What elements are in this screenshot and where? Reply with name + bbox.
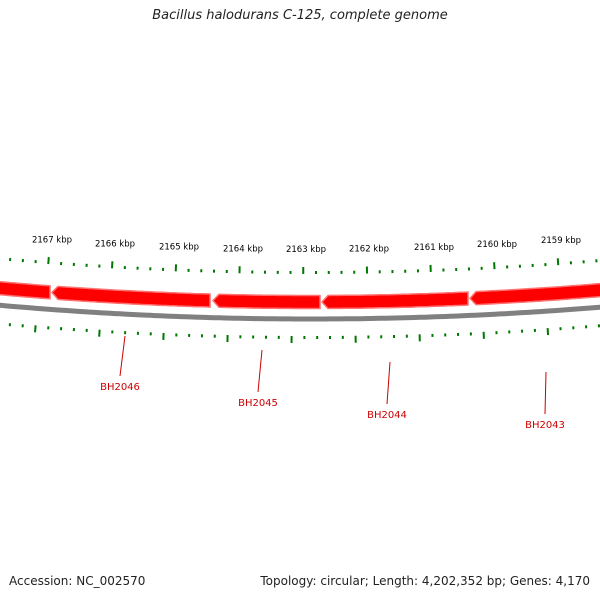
scale-label: 2160 kbp	[477, 240, 517, 250]
scale-label: 2166 kbp	[95, 239, 135, 249]
scale-label: 2161 kbp	[414, 243, 454, 253]
gene-leader-line	[257, 349, 263, 393]
scale-label: 2164 kbp	[223, 244, 263, 254]
gene-leader-line	[386, 361, 391, 405]
gene-arrow[interactable]	[468, 282, 600, 306]
scale-label: 2159 kbp	[541, 236, 581, 246]
gene-label[interactable]: BH2045	[238, 398, 278, 409]
genome-summary-text: Topology: circular; Length: 4,202,352 bp…	[260, 574, 590, 588]
major-tick	[34, 325, 37, 333]
gene-track	[0, 280, 600, 310]
gene-label-row: BH2046 BH2045 BH2044 BH2043	[100, 335, 565, 431]
gene-label[interactable]: BH2044	[367, 410, 407, 421]
gene-leader-line	[119, 335, 126, 377]
accession-text: Accession: NC_002570	[9, 574, 146, 588]
scale-label: 2163 kbp	[286, 245, 326, 255]
gene-arrow[interactable]	[50, 285, 211, 308]
inner-tick-row	[8, 323, 600, 343]
gene-label[interactable]: BH2043	[525, 420, 565, 431]
gene-arrow[interactable]	[0, 280, 51, 300]
major-tick	[47, 257, 50, 265]
gene-arrow[interactable]	[320, 291, 469, 310]
scale-label-row: 2167 kbp 2166 kbp 2165 kbp 2164 kbp 2163 kbp…	[32, 235, 581, 255]
genome-backbone	[0, 302, 600, 322]
scale-label: 2167 kbp	[32, 235, 72, 245]
gene-label[interactable]: BH2046	[100, 382, 140, 393]
gene-leader-line	[544, 371, 547, 415]
scale-label: 2162 kbp	[349, 245, 389, 255]
scale-label: 2165 kbp	[159, 242, 199, 252]
gene-arrow[interactable]	[211, 293, 321, 310]
map-title: Bacillus halodurans C-125, complete geno…	[152, 8, 448, 23]
outer-tick-row	[9, 257, 598, 274]
